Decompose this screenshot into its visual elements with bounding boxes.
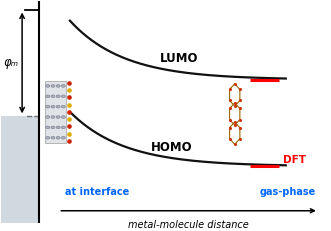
Circle shape [46, 136, 50, 139]
Text: LUMO: LUMO [160, 52, 198, 65]
Circle shape [56, 126, 60, 129]
Circle shape [46, 126, 50, 129]
Circle shape [51, 126, 55, 129]
Circle shape [46, 95, 50, 98]
Circle shape [51, 116, 55, 119]
Text: metal-molecule distance: metal-molecule distance [128, 220, 249, 230]
Circle shape [61, 126, 66, 129]
Text: φₘ: φₘ [4, 56, 19, 70]
Text: HOMO: HOMO [151, 141, 193, 154]
Text: DFT: DFT [283, 155, 306, 165]
Circle shape [61, 105, 66, 108]
Bar [45, 81, 66, 143]
Circle shape [46, 85, 50, 87]
Circle shape [46, 105, 50, 108]
Circle shape [61, 85, 66, 87]
Circle shape [56, 105, 60, 108]
Circle shape [51, 85, 55, 87]
Circle shape [56, 95, 60, 98]
Circle shape [61, 95, 66, 98]
Bar [1, 116, 39, 223]
Text: at interface: at interface [65, 187, 129, 198]
Circle shape [51, 95, 55, 98]
Circle shape [56, 116, 60, 119]
Circle shape [61, 136, 66, 139]
Text: gas-phase: gas-phase [259, 187, 315, 198]
Circle shape [56, 85, 60, 87]
Circle shape [51, 105, 55, 108]
Circle shape [46, 116, 50, 119]
Circle shape [56, 136, 60, 139]
Circle shape [51, 136, 55, 139]
Circle shape [61, 116, 66, 119]
